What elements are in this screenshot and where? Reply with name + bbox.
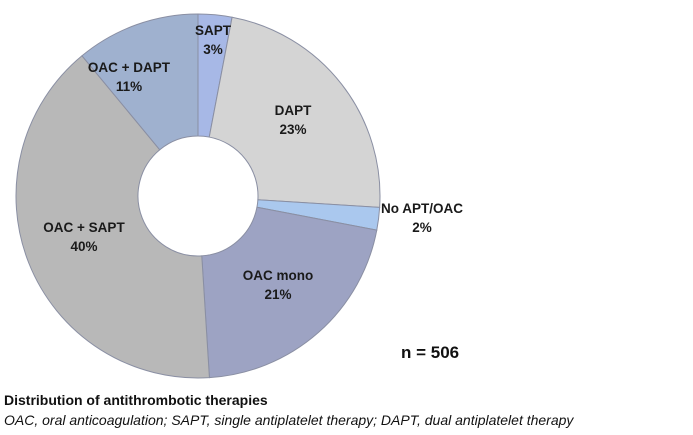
donut-slices bbox=[15, 13, 381, 379]
slice-labels: SAPT 3% DAPT 23% No APT/OAC 2% OAC mono 21% OAC … bbox=[43, 23, 463, 302]
slice-percent-label: 3% bbox=[203, 42, 223, 57]
sample-size-label: n = 506 bbox=[401, 343, 460, 362]
slice-percent-label: 21% bbox=[264, 287, 291, 302]
slice-percent-label: 23% bbox=[279, 122, 306, 137]
slice-label: OAC + SAPT bbox=[43, 220, 125, 235]
donut-chart: SAPT 3% DAPT 23% No APT/OAC 2% OAC mono 21% OAC … bbox=[15, 13, 463, 379]
slice-label: OAC mono bbox=[243, 268, 314, 283]
figure-caption-text: OAC, oral anticoagulation; SAPT, single … bbox=[4, 412, 574, 428]
slice-dapt bbox=[208, 16, 381, 208]
slice-label: DAPT bbox=[275, 103, 313, 118]
slice-label: No APT/OAC bbox=[381, 201, 463, 216]
slice-label: SAPT bbox=[195, 23, 232, 38]
slice-oac-sapt bbox=[15, 55, 210, 379]
figure-caption-title: Distribution of antithrombotic therapies bbox=[4, 392, 268, 408]
slice-percent-label: 40% bbox=[70, 239, 97, 254]
slice-label: OAC + DAPT bbox=[88, 60, 171, 75]
slice-percent-label: 11% bbox=[116, 79, 142, 94]
slice-oac-dapt bbox=[81, 13, 199, 151]
slice-percent-label: 2% bbox=[412, 220, 432, 235]
slice-oac-mono bbox=[201, 206, 378, 379]
